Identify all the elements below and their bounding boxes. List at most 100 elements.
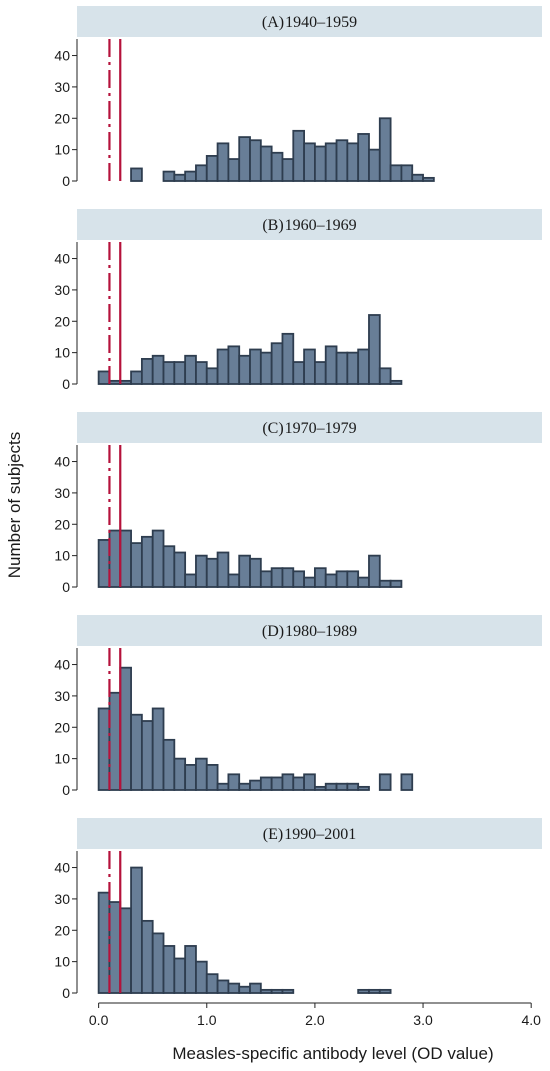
histogram-bar [259, 570, 273, 588]
histogram-bar [119, 379, 132, 385]
histogram-bar [335, 570, 349, 588]
histogram-bar [324, 573, 338, 588]
y-tick-label: 0 [62, 376, 70, 392]
histogram-bar [249, 557, 262, 588]
histogram-bar [324, 142, 338, 182]
histogram-bar [292, 570, 305, 588]
histogram-bar [140, 720, 154, 791]
histogram-bar [378, 773, 392, 791]
y-tick-label: 40 [54, 657, 70, 673]
histogram-bar [303, 576, 316, 588]
histogram-bar [400, 164, 414, 182]
histogram-bar [119, 666, 132, 791]
histogram-bar [140, 358, 154, 385]
histogram-bar [249, 348, 262, 385]
histogram-bar [227, 573, 241, 588]
y-tick-label: 20 [54, 516, 70, 532]
panel-5: (E)1990–2001 0 10 20 30 40 [54, 818, 542, 1001]
panel-period: 1940–1959 [285, 14, 357, 31]
y-tick-label: 0 [62, 782, 70, 798]
panel-label: (B) [262, 217, 283, 234]
histogram-bar [205, 764, 219, 791]
histogram-bar [130, 370, 143, 385]
panel-2: (B)1960–1969 0 10 20 30 40 [54, 209, 542, 392]
histogram-bar [184, 170, 197, 182]
histogram-bar [270, 988, 284, 994]
histogram-bar [368, 314, 381, 385]
histogram-bar [368, 554, 381, 588]
histogram-bar [227, 982, 241, 994]
histogram-bar [205, 367, 219, 385]
histogram-bar [205, 973, 219, 994]
y-tick-label: 10 [54, 751, 70, 767]
panel-title: (D)1980–1989 [262, 623, 357, 640]
histogram-bar [173, 173, 187, 182]
histogram-bar [303, 773, 316, 791]
histogram-bar [162, 738, 176, 791]
y-axis-title: Number of subjects [5, 432, 24, 578]
y-tick-label: 0 [62, 985, 70, 1001]
y-tick-label: 20 [54, 313, 70, 329]
y-tick-label: 10 [54, 954, 70, 970]
panel-label: (E) [263, 826, 283, 843]
histogram-bar [151, 707, 165, 791]
panel-title-strip [77, 209, 542, 240]
histogram-bar [216, 142, 230, 182]
histogram-bar [130, 866, 143, 994]
histogram-bar [281, 773, 295, 791]
histogram-bar [130, 542, 143, 588]
histogram-bar [173, 757, 187, 791]
panel-title: (A)1940–1959 [262, 14, 357, 31]
histogram-bar [303, 348, 316, 385]
histogram-bar [400, 773, 414, 791]
panel-title: (E)1990–2001 [263, 826, 356, 843]
panel-4: (D)1980–1989 0 10 20 30 40 [54, 615, 542, 798]
histogram-bar [324, 345, 338, 385]
histogram-bar [205, 557, 219, 588]
histogram-bar [346, 782, 360, 791]
y-tick-label: 40 [54, 251, 70, 267]
histogram-bar [108, 691, 122, 791]
histogram-bar [238, 554, 251, 588]
histogram-bar [314, 361, 327, 385]
panel-label: (D) [262, 623, 284, 640]
histogram-bar [108, 379, 122, 385]
histogram-bar [292, 361, 305, 385]
histogram-bar [314, 567, 327, 588]
y-tick-label: 30 [54, 688, 70, 704]
histogram-bar [346, 570, 360, 588]
histogram-bar [314, 785, 327, 791]
histogram-bar [151, 529, 165, 588]
histogram-bar [205, 155, 219, 182]
y-tick-label: 20 [54, 719, 70, 735]
histogram-bar [130, 167, 143, 182]
histogram-bar [195, 960, 208, 994]
histogram-bar [238, 985, 251, 994]
histogram-bar [130, 713, 143, 791]
histogram-bar [140, 919, 154, 994]
histogram-bar [216, 551, 230, 588]
histogram-bar [303, 142, 316, 182]
histogram-bar [357, 988, 370, 994]
histogram-bar [270, 776, 284, 791]
y-tick-label: 20 [54, 922, 70, 938]
x-axis-title: Measles-specific antibody level (OD valu… [172, 1044, 493, 1063]
panel-period: 1980–1989 [285, 623, 357, 640]
panel-title-strip [77, 615, 542, 646]
y-tick-label: 30 [54, 485, 70, 501]
panel-title-strip [77, 6, 542, 37]
histogram-bar [173, 957, 187, 994]
y-tick-label: 10 [54, 345, 70, 361]
histogram-bar [270, 151, 284, 182]
histogram-bar [281, 158, 295, 182]
histogram-bar [238, 354, 251, 385]
histogram-bar [259, 145, 273, 182]
histogram-bar [335, 351, 349, 385]
y-tick-label: 0 [62, 579, 70, 595]
panels-group: (A)1940–1959 0 10 20 30 40 (B)1960–1969 0 10 20 30… [54, 6, 542, 1001]
histogram-bar [227, 773, 241, 791]
panel-period: 1990–2001 [284, 826, 356, 843]
histogram-bar [357, 785, 370, 791]
y-tick-label: 30 [54, 891, 70, 907]
histogram-bar [324, 782, 338, 791]
